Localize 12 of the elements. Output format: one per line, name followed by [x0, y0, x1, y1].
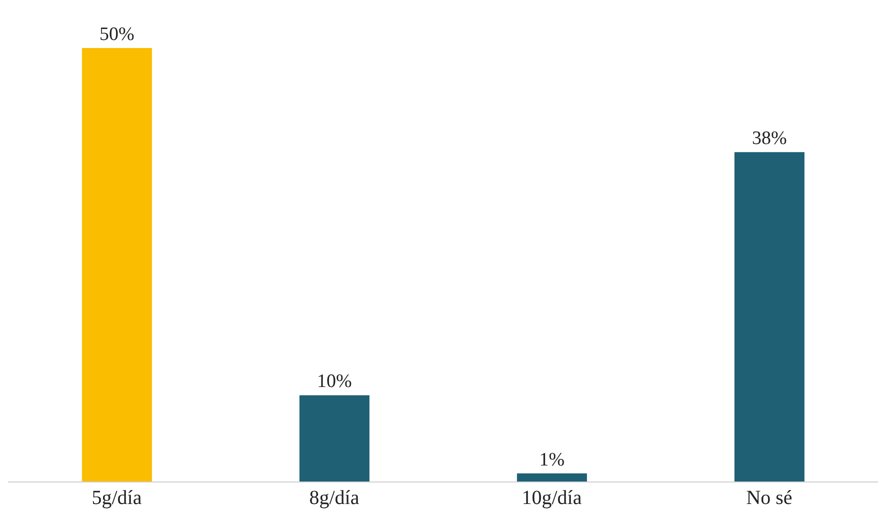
bar: [734, 152, 804, 482]
data-label: 50%: [100, 24, 135, 45]
x-tick-label: 8g/día: [309, 487, 360, 510]
x-tick-label: No sé: [746, 487, 792, 510]
bar: [299, 395, 370, 482]
bar: [82, 48, 152, 482]
bar: [516, 473, 587, 482]
x-tick-label: 10g/día: [522, 487, 582, 510]
x-tick-label: 5g/día: [92, 487, 142, 510]
data-label: 1%: [539, 449, 565, 470]
data-label: 38%: [752, 128, 788, 150]
data-label: 10%: [317, 371, 352, 392]
